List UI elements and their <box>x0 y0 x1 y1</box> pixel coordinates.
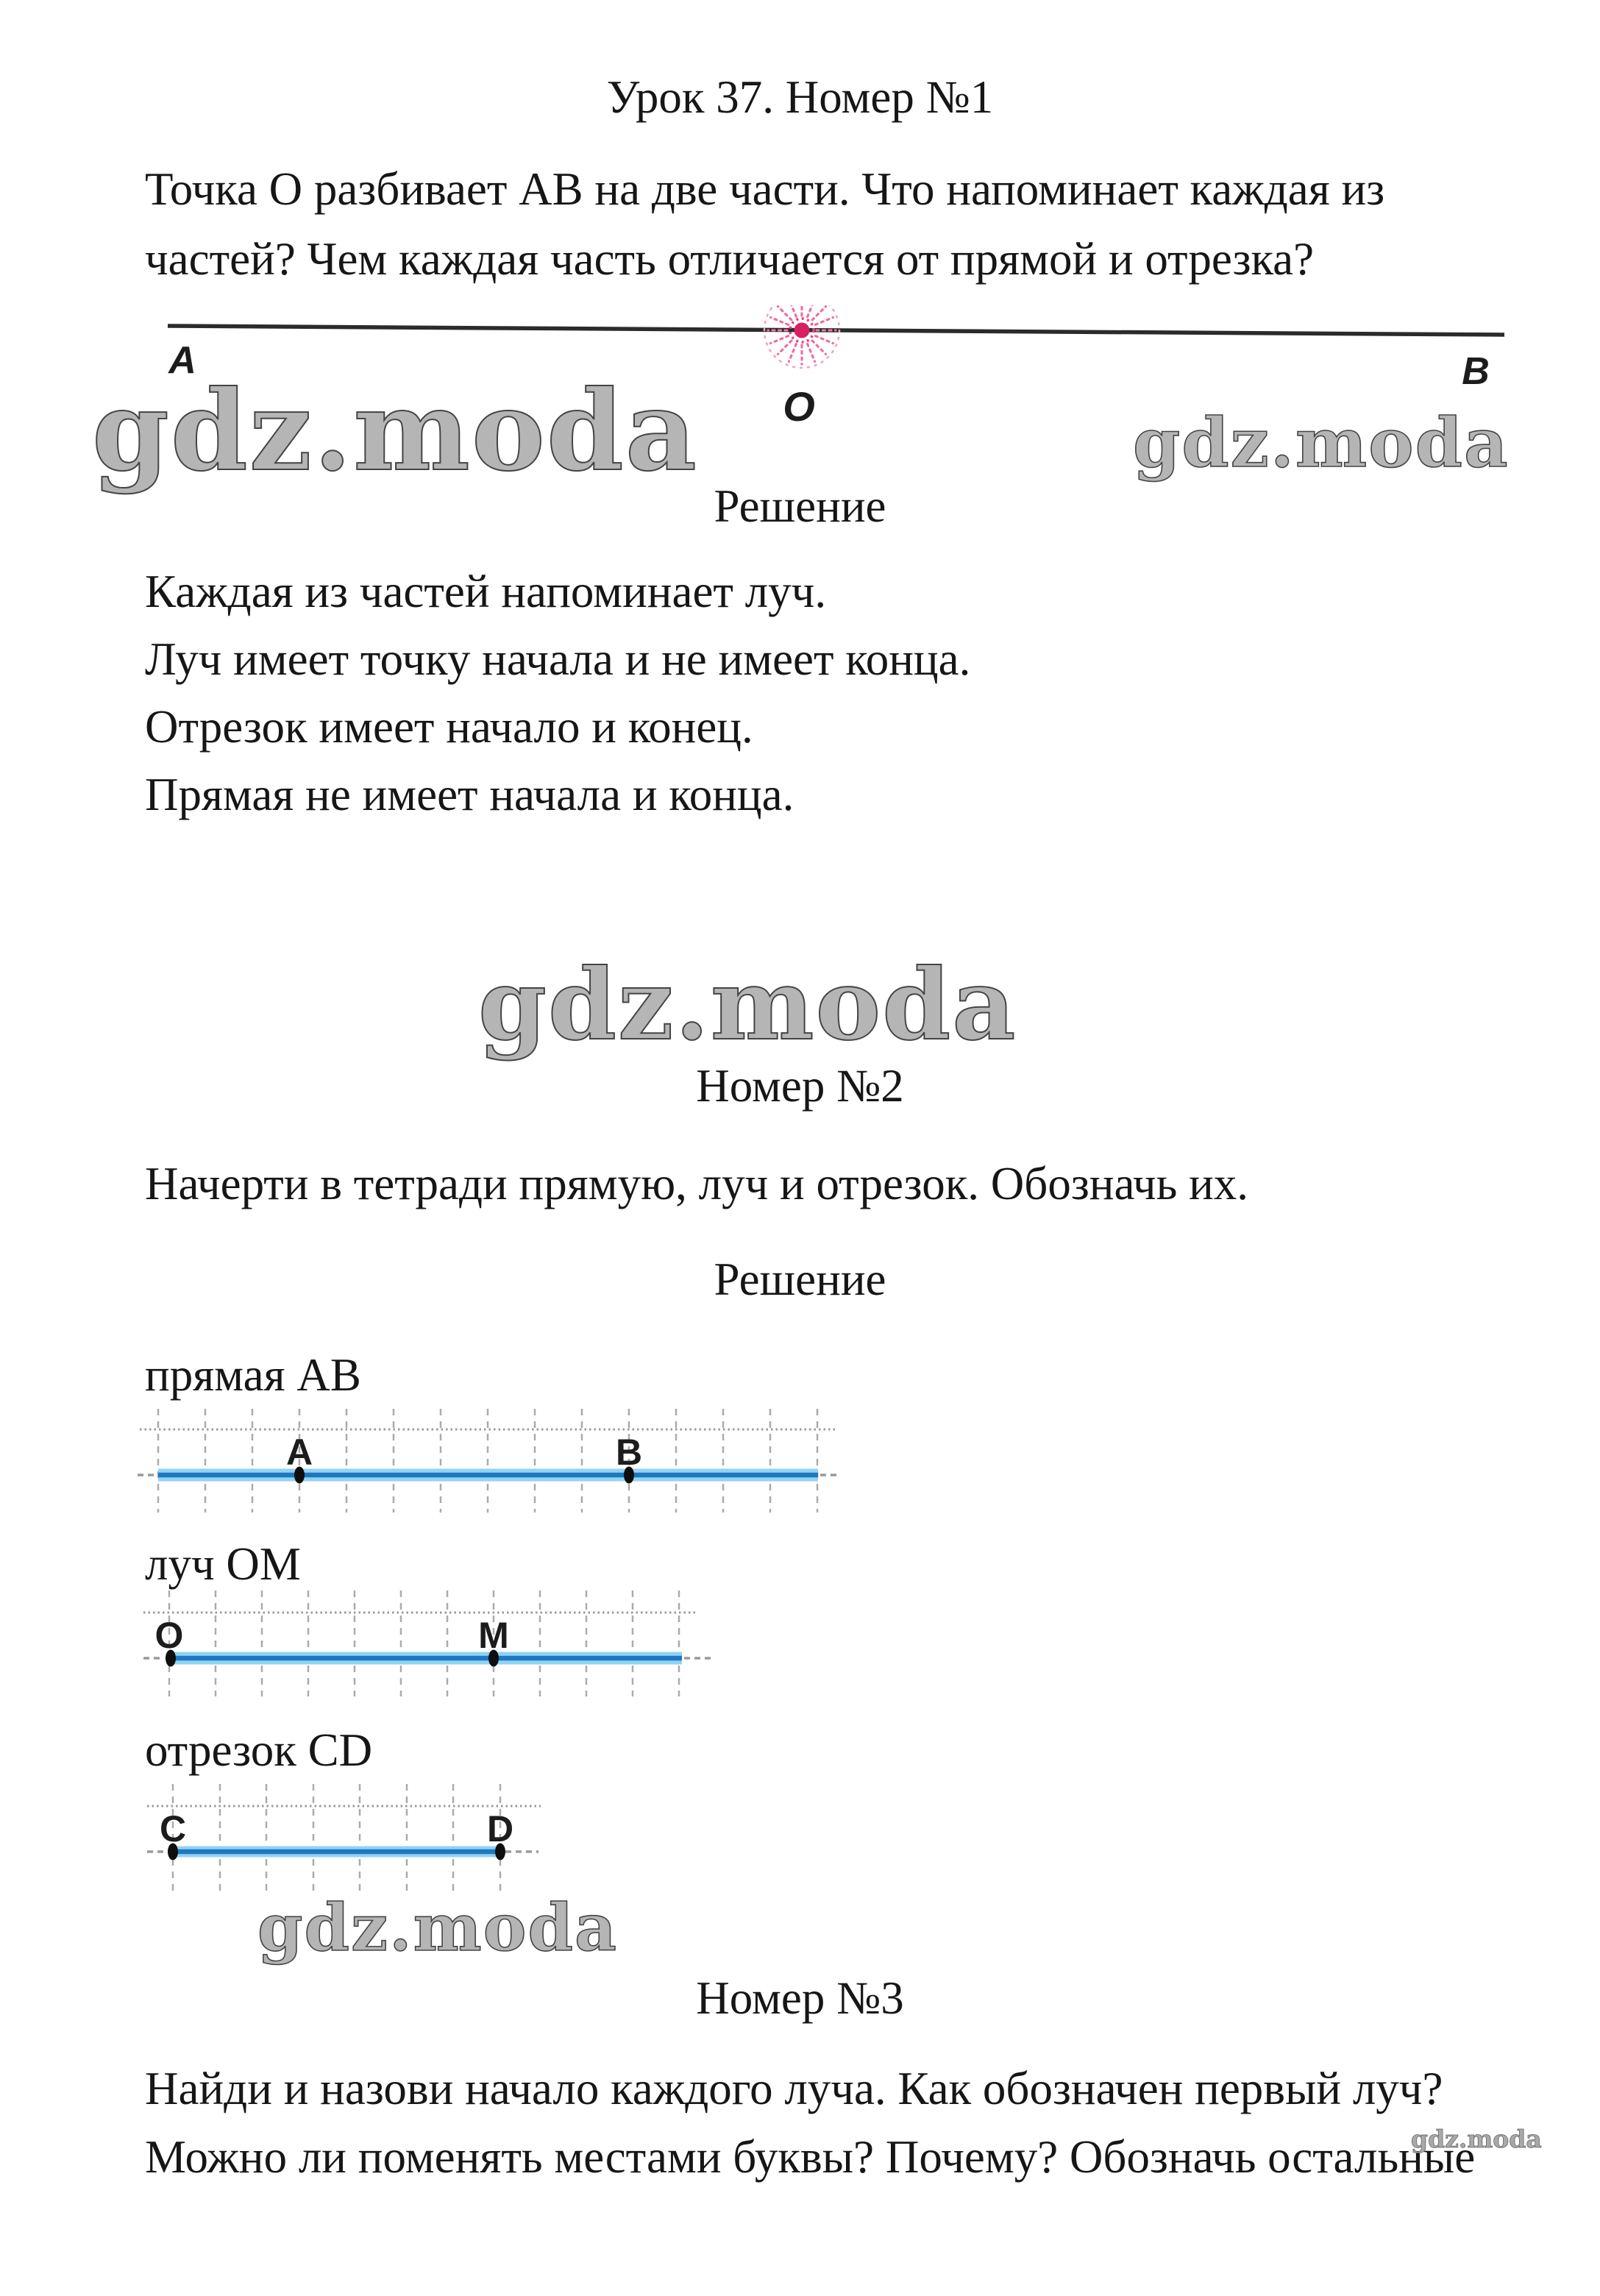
solution1-text: Каждая из частей напоминает луч. Луч име… <box>145 558 970 828</box>
point-o-starburst-icon <box>763 305 841 369</box>
point-d-dot <box>495 1843 505 1860</box>
point-a-dot <box>294 1466 305 1484</box>
point-a-label: А <box>167 339 196 382</box>
point-c-label: C <box>160 1808 186 1849</box>
solution1-line-2: Луч имеет точку начала и не имеет конца. <box>145 633 971 685</box>
point-m-label: M <box>478 1615 509 1656</box>
point-d-label: D <box>487 1808 513 1849</box>
grid-vertical-lines <box>168 1591 680 1696</box>
watermark-center: gdz.moda <box>477 947 1017 1063</box>
point-b-label: В <box>1462 350 1490 393</box>
point-c-dot <box>168 1843 178 1860</box>
problem3-text: Найди и назови начало каждого луча. Как … <box>145 2055 1475 2192</box>
problem3-line-2: Можно ли поменять местами буквы? Почему?… <box>145 2131 1476 2183</box>
section3-heading: Номер №3 <box>696 1972 904 2024</box>
solution1-line-3: Отрезок имеет начало и конец. <box>145 701 753 753</box>
page-title: Урок 37. Номер №1 <box>606 71 994 123</box>
solution1-line-4: Прямая не имеет начала и конца. <box>145 769 794 820</box>
grid-vertical-lines <box>157 1409 819 1513</box>
watermark-left: gdz.moda <box>91 366 699 497</box>
figure-grid-segment-cd: C D <box>147 1784 541 1891</box>
watermark-bottom: gdz.moda <box>257 1888 619 1966</box>
solution1-line-1: Каждая из частей напоминает луч. <box>145 566 827 617</box>
figure-grid-line-ab: A B <box>138 1409 841 1513</box>
point-o-label: О <box>783 383 815 430</box>
figure-grid-ray-om: O M <box>143 1591 711 1696</box>
point-a-label: A <box>286 1432 313 1473</box>
point-m-dot <box>488 1649 499 1667</box>
figure-line-caption: прямая АВ <box>145 1349 361 1401</box>
point-o-dot <box>166 1649 176 1667</box>
problem1-line-1: Точка О разбивает АВ на две части. Что н… <box>145 163 1385 215</box>
grid-vertical-lines <box>171 1784 502 1891</box>
solution1-heading: Решение <box>714 480 886 532</box>
problem2-text: Начерти в тетради прямую, луч и отрезок.… <box>145 1158 1249 1209</box>
solution2-heading: Решение <box>714 1254 886 1305</box>
section2-heading: Номер №2 <box>696 1060 904 1112</box>
point-b-label: B <box>616 1432 642 1473</box>
figure-line-ab-with-point-o: А В О <box>167 305 1505 430</box>
problem1-text: Точка О разбивает АВ на две части. Что н… <box>145 154 1384 294</box>
problem1-line-2: частей? Чем каждая часть отличается от п… <box>145 233 1315 285</box>
point-b-dot <box>624 1466 634 1484</box>
watermark-right: gdz.moda <box>1132 402 1510 483</box>
figure-ray-caption: луч ОМ <box>145 1538 301 1590</box>
problem3-line-1: Найди и назови начало каждого луча. Как … <box>145 2063 1443 2114</box>
watermark-tiny: gdz.moda <box>1411 2125 1543 2154</box>
figure-segment-caption: отрезок CD <box>145 1724 373 1776</box>
point-o-label: O <box>155 1615 184 1656</box>
